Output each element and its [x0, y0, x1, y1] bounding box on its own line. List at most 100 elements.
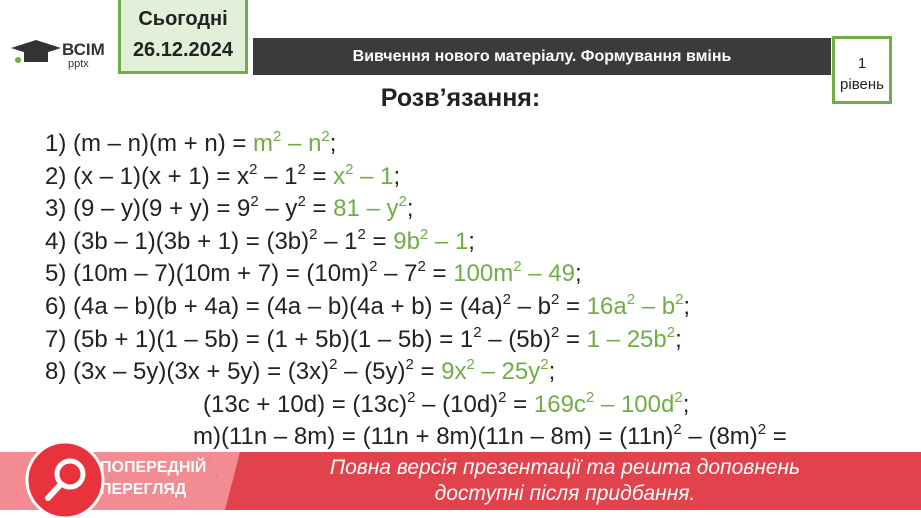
exponent: 2 — [273, 128, 282, 145]
exponent: 2 — [369, 258, 378, 276]
expression: 5) (10m – 7)(10m + 7) = (10m) — [45, 260, 370, 288]
solution-line: (13c + 10d) = (13c)2 – (10d)2 = 169c2 – … — [45, 389, 787, 422]
exponent: 2 — [540, 356, 549, 374]
expression: = — [559, 292, 587, 320]
exponent: 2 — [357, 225, 366, 243]
expression: – 1 — [353, 162, 394, 190]
exponent: 2 — [502, 290, 511, 308]
date-box: Сьогодні 26.12.2024 — [118, 0, 248, 74]
solution-title: Розв’язання: — [380, 84, 541, 112]
expression: – 25y — [474, 358, 541, 386]
expression: – (5y) — [337, 358, 406, 386]
solution-line: 1) (m – n)(m + n) = m2 – n2; — [45, 128, 787, 161]
level-number: 1 — [857, 55, 867, 72]
exponent: 2 — [321, 128, 330, 145]
message-line: Повна версія презентації та решта доповн… — [329, 456, 801, 479]
expression: – y — [258, 195, 298, 223]
expression: – (10d) — [415, 390, 499, 418]
expression: ; — [468, 227, 475, 255]
expression: 8) (3x – 5y)(3x + 5y) = (3x) — [45, 358, 330, 386]
exponent: 2 — [626, 290, 636, 308]
expression: ; — [574, 260, 582, 288]
exponent: 2 — [585, 388, 595, 406]
preview-badge — [0, 440, 240, 518]
expression: – 1 — [428, 227, 469, 255]
expression: 7) (5b + 1)(1 – 5b) = (1 + 5b)(1 – 5b) =… — [45, 325, 474, 353]
logo-sub: pptx — [68, 58, 89, 70]
expression: 2) (x – 1)(x + 1) = x — [45, 162, 250, 190]
expression: m — [253, 130, 274, 157]
solution-line: 2) (x – 1)(x + 1) = x2 – 12 = x2 – 1; — [45, 161, 787, 194]
level-badge: 1 рівень — [832, 36, 892, 104]
expression: ; — [683, 292, 691, 320]
solution-line: 6) (4a – b)(b + 4a) = (4a – b)(4a + b) =… — [45, 291, 787, 324]
date-label: Сьогодні — [138, 8, 228, 30]
solution-lines: 1) (m – n)(m + n) = m2 – n2; 2) (x – 1)(x… — [45, 128, 787, 487]
preview-line: ПЕРЕГЛЯД — [100, 481, 187, 498]
exponent: 2 — [466, 356, 475, 374]
expression: – 100d — [594, 390, 675, 418]
expression: 9b — [393, 227, 420, 255]
solution-line: 8) (3x – 5y)(3x + 5y) = (3x)2 – (5y)2 = … — [45, 356, 787, 389]
logo-name: ВСІМ — [62, 40, 105, 59]
message-line: доступні після придбання. — [434, 482, 696, 505]
expression: = — [413, 358, 442, 386]
expression: = — [305, 162, 334, 190]
exponent: 2 — [297, 193, 306, 211]
expression: = — [766, 423, 787, 451]
expression: 4) (3b – 1)(3b + 1) = (3b) — [45, 227, 310, 255]
expression: ; — [406, 195, 414, 223]
expression: = — [365, 227, 394, 255]
expression: = — [506, 390, 534, 418]
expression: = — [425, 260, 454, 288]
expression: ; — [393, 162, 401, 190]
expression: 3) (9 – y)(9 + y) = 9 — [45, 195, 251, 223]
logo-icon — [11, 40, 61, 63]
solution-line: m)(11n – 8m) = (11n + 8m)(11n – 8m) = (1… — [45, 421, 787, 454]
exponent: 2 — [550, 323, 560, 341]
expression: ; — [682, 390, 690, 418]
expression: 100m — [453, 260, 514, 288]
expression: 16a — [586, 292, 627, 320]
solution-line: 7) (5b + 1)(1 – 5b) = (1 + 5b)(1 – 5b) =… — [45, 324, 787, 357]
expression: – 1 — [257, 162, 298, 190]
exponent: 2 — [249, 160, 258, 178]
expression: ; — [675, 325, 682, 353]
solution-line: 3) (9 – y)(9 + y) = 92 – y2 = 81 – y2; — [45, 193, 787, 226]
exponent: 2 — [757, 421, 767, 439]
expression: ; — [548, 358, 556, 386]
exponent: 2 — [309, 225, 318, 243]
expression: – 7 — [377, 260, 418, 288]
solution-line: 4) (3b – 1)(3b + 1) = (3b)2 – 12 = 9b2 –… — [45, 226, 787, 259]
exponent: 2 — [405, 356, 414, 374]
expression: = — [559, 325, 587, 353]
exponent: 2 — [419, 225, 429, 243]
expression: – 1 — [317, 227, 358, 255]
exponent: 2 — [398, 193, 407, 211]
expression: – (8m) — [681, 423, 758, 451]
expression: – n — [281, 130, 322, 157]
header-title: Вивчення нового матеріалу. Формування вм… — [352, 48, 732, 65]
expression: = — [305, 195, 334, 223]
exponent: 2 — [550, 290, 560, 308]
header-bar: Вивчення нового матеріалу. Формування вм… — [253, 38, 831, 75]
exponent: 2 — [407, 388, 416, 406]
expression: 9x — [441, 358, 467, 386]
expression: 1) (m – n)(m + n) = — [45, 130, 254, 157]
expression: 6) (4a – b)(b + 4a) = (4a – b)(4a + b) =… — [45, 292, 503, 320]
exponent: 2 — [473, 323, 482, 341]
exponent: 2 — [329, 356, 338, 374]
exponent: 2 — [675, 290, 684, 308]
expression: 81 – y — [333, 195, 399, 223]
preview-label: ПОПЕРЕДНІЙ ПЕРЕГЛЯД — [100, 457, 206, 501]
exponent: 2 — [417, 258, 426, 276]
expression: ; — [329, 130, 337, 157]
expression: 1 – 25b — [586, 325, 667, 353]
exponent: 2 — [666, 323, 676, 341]
expression: x — [333, 162, 346, 190]
preview-line: ПОПЕРЕДНІЙ — [100, 459, 207, 476]
exponent: 2 — [297, 160, 306, 178]
date: 26.12.2024 — [132, 39, 234, 61]
exponent: 2 — [674, 388, 683, 406]
